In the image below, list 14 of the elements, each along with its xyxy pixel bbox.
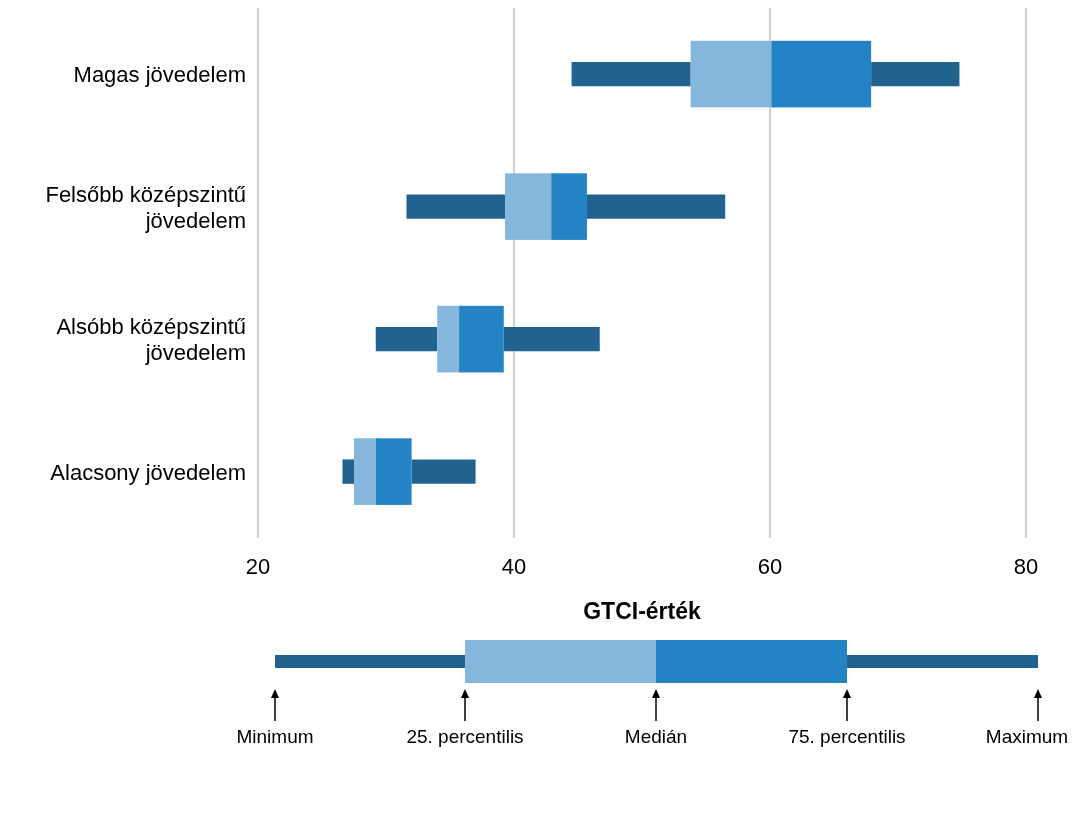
text: Minimum	[236, 726, 314, 747]
x-tick-label: 60	[757, 553, 783, 579]
y-tick-label: Alsóbb középszintű jövedelem	[56, 313, 246, 365]
x-axis-title: GTCI-érték	[582, 598, 702, 625]
y-tick-label: Magas jövedelem	[73, 61, 246, 87]
text: Medián	[624, 726, 688, 747]
text: Maximum	[985, 726, 1069, 747]
x-tick-label: 40	[501, 553, 527, 579]
text: 75. percentilis	[788, 726, 906, 747]
y-tick-label: Felsőbb középszintű jövedelem	[45, 181, 246, 233]
text: 25. percentilis	[406, 726, 524, 747]
x-tick-label: 80	[1013, 553, 1039, 579]
y-tick-label: Alacsony jövedelem	[50, 459, 246, 485]
x-tick-label: 20	[245, 553, 271, 579]
